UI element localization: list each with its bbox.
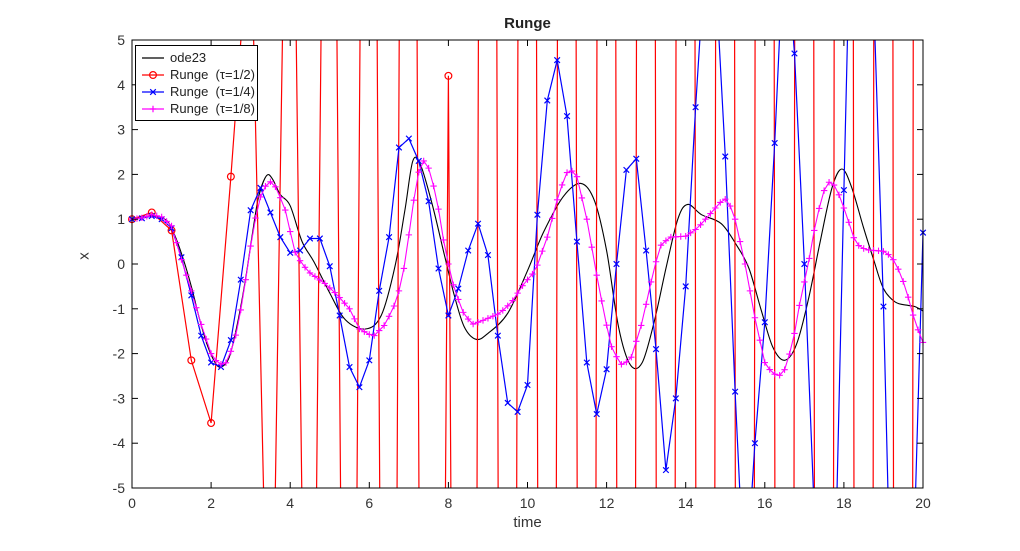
legend-swatch-o [142,70,164,79]
y-tick-label: 0 [117,256,125,272]
legend-item-label: ode23 [170,50,207,65]
y-tick-label: 2 [117,166,125,182]
y-tick-label: -5 [113,480,126,496]
legend: ode23 Runge (τ=1/2) Runge (τ=1/4) Runge (τ=… [135,45,258,121]
y-tick-label: 1 [117,211,125,227]
x-tick-label: 0 [128,495,136,511]
y-tick-label: -1 [113,301,126,317]
legend-item-0: ode23 [141,49,253,66]
y-tick-label: -4 [113,435,126,451]
x-axis-label: time [513,514,542,531]
series-markers-3 [128,157,927,379]
chart-title: Runge [504,15,551,32]
x-tick-label: 4 [286,495,294,511]
x-tick-label: 2 [207,495,215,511]
y-tick-label: -2 [113,346,126,362]
y-axis: -5 -4 -3 -2 -1 0 1 2 3 4 5 [113,32,923,496]
series-markers-1 [128,71,453,428]
x-tick-label: 20 [915,495,931,511]
legend-item-3: Runge (τ=1/8) [141,100,255,117]
y-tick-label: 4 [117,77,125,93]
x-tick-label: 16 [757,495,773,511]
legend-item-label: Runge (τ=1/2) [170,67,255,82]
y-tick-label: 5 [117,32,125,48]
legend-item-label: Runge (τ=1/8) [170,101,255,116]
x-tick-label: 8 [445,495,453,511]
y-axis-label: x [75,252,93,260]
x-tick-label: 14 [678,495,694,511]
x-tick-label: 18 [836,495,852,511]
y-tick-label: -3 [113,390,126,406]
legend-item-2: Runge (τ=1/4) [141,83,255,100]
legend-item-1: Runge (τ=1/2) [141,66,255,83]
series-markers [128,50,927,474]
x-tick-label: 10 [520,495,536,511]
legend-swatch-line [142,56,164,59]
x-tick-label: 6 [365,495,373,511]
x-tick-label: 12 [599,495,615,511]
legend-swatch-x [142,88,164,95]
x-axis: 0 2 4 6 8 10 12 14 16 18 20 [128,40,931,511]
plot-area [132,40,923,488]
legend-swatch-+ [142,105,164,112]
y-tick-label: 3 [117,122,125,138]
legend-item-label: Runge (τ=1/4) [170,84,255,99]
